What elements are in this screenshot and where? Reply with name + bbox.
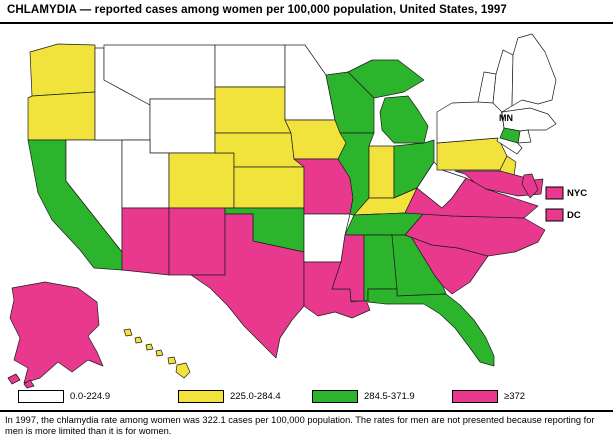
top-rule — [0, 22, 613, 24]
state-CO — [168, 152, 235, 209]
state-IL — [337, 132, 375, 217]
state-ME — [511, 33, 557, 107]
state-HI — [123, 328, 133, 337]
state-WA — [29, 43, 96, 97]
state-HI — [155, 349, 164, 357]
state-IN — [368, 145, 395, 199]
state-WV — [416, 161, 467, 209]
dc-legend-label: DC — [567, 210, 581, 221]
state-MI — [347, 59, 425, 99]
state-SD — [214, 86, 292, 134]
bottom-rule — [0, 410, 613, 412]
state-HI — [134, 336, 143, 344]
state-IA — [284, 119, 347, 160]
state-MI — [379, 95, 429, 144]
state-HI — [145, 343, 154, 351]
legend-label-3: ≥372 — [504, 391, 526, 402]
legend-item-3: ≥372 — [452, 390, 525, 403]
legend-label-0: 0.0-224.9 — [70, 391, 111, 402]
state-KS — [233, 166, 305, 209]
state-AZ — [121, 207, 170, 276]
legend-label-1: 225.0-284.4 — [230, 391, 281, 402]
state-HI — [167, 356, 177, 365]
dc-legend-swatch — [545, 208, 564, 222]
legend-item-1: 225.0-284.4 — [178, 390, 281, 403]
state-PA — [436, 137, 508, 171]
state-AK — [23, 379, 35, 389]
state-CT — [499, 127, 521, 144]
legend-swatch-2 — [312, 390, 358, 403]
state-NM — [168, 207, 226, 276]
mn-annotation-label: MN — [499, 113, 513, 123]
footnote: In 1997, the chlamydia rate among women … — [5, 415, 595, 436]
legend-item-0: 0.0-224.9 — [18, 390, 110, 403]
legend-label-2: 284.5-371.9 — [364, 391, 415, 402]
state-WY — [149, 98, 216, 154]
state-DE — [521, 173, 539, 199]
legend-swatch-3 — [452, 390, 498, 403]
legend-swatch-0 — [18, 390, 64, 403]
state-FL — [367, 288, 495, 367]
state-OR — [27, 91, 96, 141]
state-HI — [175, 362, 191, 379]
nyc-legend-swatch — [545, 186, 564, 200]
map-overlay: NYC DC MN — [499, 113, 587, 222]
legend-swatch-1 — [178, 390, 224, 403]
state-NH — [492, 49, 514, 113]
legend-item-2: 284.5-371.9 — [312, 390, 415, 403]
state-AK — [9, 281, 104, 384]
state-ND — [214, 44, 286, 88]
state-AK — [7, 373, 21, 385]
nyc-legend-label: NYC — [567, 188, 587, 199]
page-title: CHLAMYDIA — reported cases among women p… — [7, 4, 507, 16]
state-TX — [190, 213, 305, 359]
